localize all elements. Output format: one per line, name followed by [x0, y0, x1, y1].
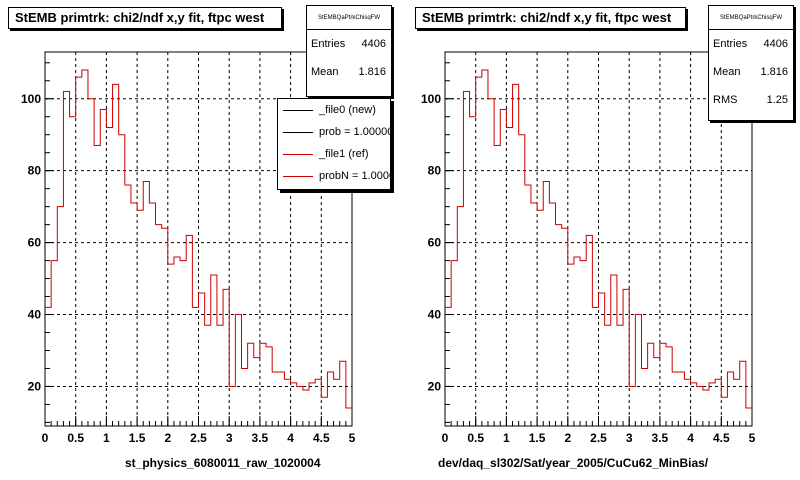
right-stats-entries-label: Entries — [713, 38, 748, 50]
left-x-tick-label: 3 — [226, 431, 233, 445]
left-stats-entries-label: Entries — [311, 38, 346, 50]
legend-label: _file0 (new) — [319, 104, 376, 116]
right-stats-entries-row: Entries 4406 — [709, 30, 793, 58]
left-legend: _file0 (new) prob = 1.000000 _file1 (ref… — [277, 98, 391, 190]
left-stats-mean-value: 1.816 — [358, 66, 386, 78]
legend-label: probN = 1.000000 — [319, 170, 390, 182]
legend-entry: probN = 1.000000 — [278, 165, 390, 187]
right-histogram-series — [445, 69, 752, 409]
left-stats-box: StEMBQaPtrkChisqFW Entries 4406 Mean 1.8… — [306, 5, 392, 97]
left-x-tick-label: 0 — [42, 431, 49, 445]
legend-line-marker — [283, 109, 313, 111]
left-stats-mean-label: Mean — [311, 66, 339, 78]
right-x-tick-label: 5 — [749, 431, 756, 445]
right-x-tick-label: 4.5 — [713, 431, 730, 445]
left-stats-mean-row: Mean 1.816 — [307, 58, 391, 86]
right-y-tick-label: 100 — [421, 92, 441, 106]
left-x-tick-label: 1 — [103, 431, 110, 445]
right-stats-rms-row: RMS 1.25 — [709, 86, 793, 114]
left-x-tick-label: 0.5 — [67, 431, 84, 445]
right-x-axis-label: dev/daq_sl302/Sat/year_2005/CuCu62_MinBi… — [438, 456, 709, 470]
left-histogram-series — [45, 69, 352, 409]
right-y-tick-label: 60 — [428, 236, 442, 250]
left-x-tick-label: 1.5 — [129, 431, 146, 445]
left-x-tick-label: 5 — [349, 431, 356, 445]
right-x-tick-label: 4 — [687, 431, 694, 445]
right-stats-box: StEMBQaPtrkChisqFW Entries 4406 Mean 1.8… — [708, 5, 794, 121]
right-stats-name: StEMBQaPtrkChisqFW — [709, 6, 793, 30]
right-x-tick-label: 0 — [442, 431, 449, 445]
right-stats-mean-row: Mean 1.816 — [709, 58, 793, 86]
legend-line-marker — [283, 131, 313, 133]
right-x-tick-label: 1 — [503, 431, 510, 445]
right-stats-mean-label: Mean — [713, 66, 741, 78]
right-x-tick-label: 2.5 — [590, 431, 607, 445]
right-chart-title: StEMB primtrk: chi2/ndf x,y fit, ftpc we… — [415, 7, 686, 29]
left-x-tick-label: 2.5 — [190, 431, 207, 445]
right-x-tick-label: 0.5 — [467, 431, 484, 445]
right-x-tick-label: 2 — [564, 431, 571, 445]
legend-line-marker — [283, 153, 313, 155]
right-stats-entries-value: 4406 — [763, 38, 788, 50]
legend-label: prob = 1.000000 — [319, 126, 390, 138]
left-y-tick-label: 60 — [28, 236, 42, 250]
right-y-tick-label: 40 — [428, 308, 442, 322]
left-x-tick-label: 4 — [287, 431, 294, 445]
left-stats-name: StEMBQaPtrkChisqFW — [307, 6, 391, 30]
right-x-tick-label: 3.5 — [652, 431, 669, 445]
right-stats-mean-value: 1.816 — [760, 66, 788, 78]
left-y-tick-label: 40 — [28, 308, 42, 322]
left-x-tick-label: 2 — [164, 431, 171, 445]
legend-label: _file1 (ref) — [319, 148, 369, 160]
legend-line-marker — [283, 175, 313, 177]
right-x-tick-label: 3 — [626, 431, 633, 445]
right-x-tick-label: 1.5 — [529, 431, 546, 445]
right-y-tick-label: 20 — [428, 379, 442, 393]
left-stats-entries-value: 4406 — [361, 38, 386, 50]
right-y-tick-label: 80 — [428, 164, 442, 178]
left-chart-title: StEMB primtrk: chi2/ndf x,y fit, ftpc we… — [8, 7, 282, 29]
right-stats-rms-value: 1.25 — [766, 94, 788, 106]
left-y-tick-label: 100 — [21, 92, 41, 106]
left-x-axis-label: st_physics_6080011_raw_1020004 — [125, 456, 321, 470]
legend-entry: _file1 (ref) — [278, 143, 390, 165]
left-y-tick-label: 20 — [28, 379, 42, 393]
left-y-tick-label: 80 — [28, 164, 42, 178]
left-x-tick-label: 3.5 — [252, 431, 269, 445]
legend-entry: _file0 (new) — [278, 99, 390, 121]
left-stats-entries-row: Entries 4406 — [307, 30, 391, 58]
legend-entry: prob = 1.000000 — [278, 121, 390, 143]
left-x-tick-label: 4.5 — [313, 431, 330, 445]
right-stats-rms-label: RMS — [713, 94, 738, 106]
